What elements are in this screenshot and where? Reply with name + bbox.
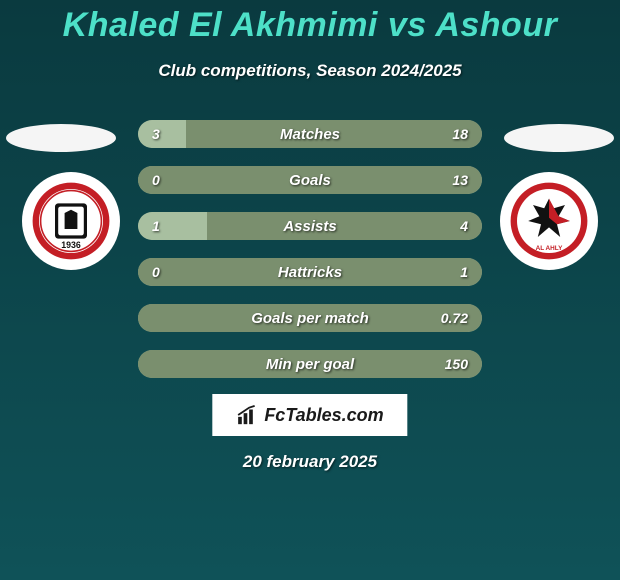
stat-value-left: 1 [152,218,160,234]
page-title: Khaled El Akhmimi vs Ashour [0,0,620,45]
stat-value-right: 1 [460,264,468,280]
bar-fill-left [138,120,186,148]
flag-right [504,124,614,152]
stat-value-right: 13 [452,172,468,188]
svg-text:1936: 1936 [61,240,81,250]
svg-text:AL AHLY: AL AHLY [536,245,563,252]
bar-fill-left [138,212,207,240]
comparison-infographic: Khaled El Akhmimi vs Ashour Club competi… [0,0,620,580]
stat-label: Goals per match [251,310,369,327]
stat-value-right: 18 [452,126,468,142]
alahly-crest-icon: AL AHLY [509,181,589,261]
fctables-logo-icon [236,404,258,426]
stat-label: Matches [280,126,340,143]
stat-value-right: 0.72 [441,310,468,326]
stat-bar: 150 Min per goal [138,350,482,378]
stat-value-right: 150 [445,356,468,372]
stat-bar: 3 18 Matches [138,120,482,148]
footer-date: 20 february 2025 [0,452,620,472]
stat-label: Min per goal [266,356,354,373]
flag-left [6,124,116,152]
club-crest-left: 1936 [22,172,120,270]
stat-value-left: 0 [152,264,160,280]
page-subtitle: Club competitions, Season 2024/2025 [0,61,620,81]
stat-value-left: 3 [152,126,160,142]
attribution-badge: FcTables.com [212,394,407,436]
stat-label: Assists [283,218,336,235]
stat-bar: 0 1 Hattricks [138,258,482,286]
ghazl-crest-icon: 1936 [31,181,111,261]
club-crest-right: AL AHLY [500,172,598,270]
stat-bar: 0.72 Goals per match [138,304,482,332]
stat-bar: 1 4 Assists [138,212,482,240]
stat-label: Hattricks [278,264,342,281]
stat-label: Goals [289,172,331,189]
stat-value-left: 0 [152,172,160,188]
stat-value-right: 4 [460,218,468,234]
stat-bar: 0 13 Goals [138,166,482,194]
bar-fill-right [207,212,482,240]
attribution-text: FcTables.com [264,405,383,426]
stat-bars: 3 18 Matches 0 13 Goals 1 4 Assists 0 1 Hattricks 0.… [138,120,482,378]
